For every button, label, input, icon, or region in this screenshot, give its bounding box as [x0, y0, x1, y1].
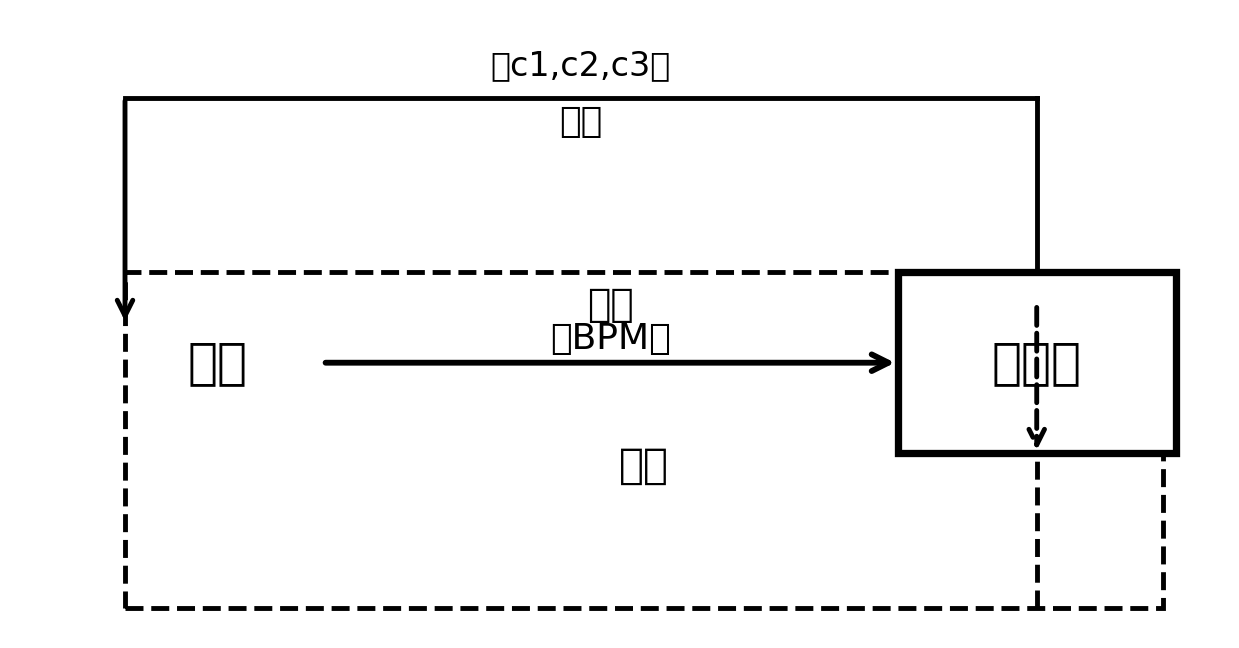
- Text: 环境: 环境: [188, 339, 248, 387]
- Text: 智能体: 智能体: [991, 339, 1082, 387]
- Text: 奖励: 奖励: [620, 445, 669, 487]
- Text: （c1,c2,c3）: （c1,c2,c3）: [491, 49, 672, 82]
- Text: 行动: 行动: [559, 104, 602, 139]
- Text: （BPM）: （BPM）: [550, 322, 670, 356]
- Text: 状态: 状态: [587, 286, 633, 324]
- FancyBboxPatch shape: [897, 272, 1176, 453]
